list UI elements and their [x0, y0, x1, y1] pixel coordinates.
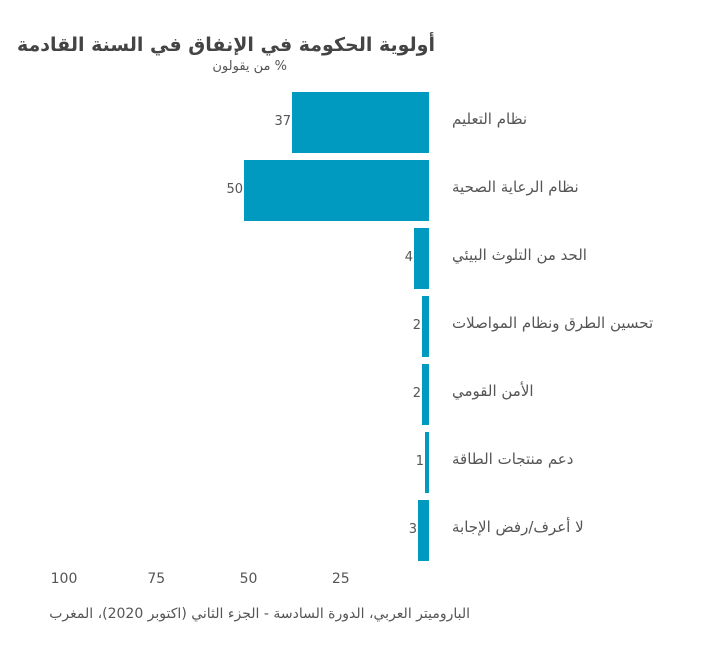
bar-row: 2 تحسين الطرق ونظام المواصلات [0, 296, 722, 357]
bar-row: 3 لا أعرف/رفض الإجابة [0, 500, 722, 561]
source-note: الباروميتر العربي، الدورة السادسة - الجز… [49, 606, 470, 622]
bar-value-label: 2 [412, 386, 421, 401]
category-label: نظام الرعاية الصحية [452, 178, 579, 196]
bar [244, 160, 429, 221]
category-label: الحد من التلوث البيئي [452, 246, 587, 264]
category-label: نظام التعليم [452, 110, 528, 128]
bar [422, 364, 429, 425]
category-label: تحسين الطرق ونظام المواصلات [452, 314, 654, 332]
x-tick-label: 75 [147, 571, 166, 587]
bar-row: 2 الأمن القومي [0, 364, 722, 425]
bar [292, 92, 429, 153]
x-tick-label: 50 [239, 571, 258, 587]
bar-value-label: 37 [274, 114, 291, 129]
category-label: الأمن القومي [452, 382, 534, 400]
category-label: دعم منتجات الطاقة [452, 450, 574, 468]
bar [422, 296, 429, 357]
chart-subtitle: % من يقولون [212, 59, 287, 74]
category-label: لا أعرف/رفض الإجابة [452, 518, 584, 536]
bar-value-label: 4 [404, 250, 413, 265]
bar-row: 37 نظام التعليم [0, 92, 722, 153]
chart-title: أولوية الحكومة في الإنفاق في السنة القاد… [17, 34, 435, 56]
bar [418, 500, 429, 561]
bar-row: 1 دعم منتجات الطاقة [0, 432, 722, 493]
bar-value-label: 50 [226, 182, 243, 197]
bar [414, 228, 429, 289]
bar-value-label: 1 [415, 454, 424, 469]
bar [425, 432, 429, 493]
x-tick-label: 100 [50, 571, 78, 587]
x-tick-label: 25 [331, 571, 350, 587]
bar-row: 4 الحد من التلوث البيئي [0, 228, 722, 289]
bar-value-label: 2 [412, 318, 421, 333]
bar-value-label: 3 [408, 522, 417, 537]
bar-row: 50 نظام الرعاية الصحية [0, 160, 722, 221]
